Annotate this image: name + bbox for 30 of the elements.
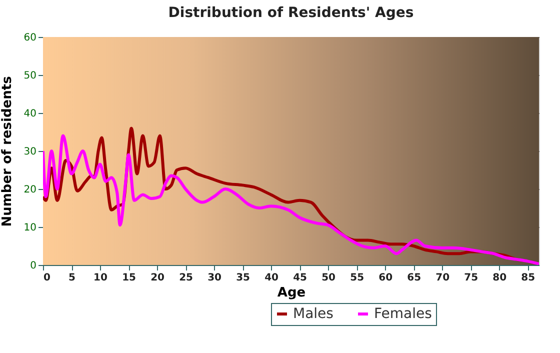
x-tick-label: 80 [492, 272, 507, 284]
x-tick-label: 65 [407, 272, 422, 284]
legend-label: Males [293, 306, 334, 322]
y-axis-title: Number of residents [0, 76, 15, 227]
y-tick-label: 10 [24, 222, 36, 234]
x-tick-label: 30 [208, 272, 222, 284]
y-tick-label: 40 [24, 108, 36, 120]
x-tick-label: 75 [464, 272, 478, 284]
x-tick-label: 20 [150, 272, 165, 284]
y-tick-label: 50 [24, 70, 36, 82]
x-tick-label: 0 [44, 272, 50, 284]
x-tick-label: 60 [378, 272, 393, 284]
y-tick-label: 60 [24, 32, 36, 44]
x-tick-label: 10 [94, 272, 108, 284]
x-tick-label: 40 [264, 272, 279, 284]
x-tick-label: 5 [68, 272, 76, 284]
y-tick-label: 20 [24, 184, 36, 196]
x-tick-label: 25 [179, 272, 194, 284]
x-axis-title: Age [277, 286, 306, 300]
x-tick-label: 35 [236, 272, 250, 284]
legend-label: Females [374, 306, 432, 322]
chart-title: Distribution of Residents' Ages [168, 5, 414, 21]
x-tick-label: 55 [350, 272, 364, 284]
x-tick-label: 45 [293, 272, 308, 284]
y-tick-label: 30 [24, 146, 36, 158]
x-tick-label: 70 [436, 272, 450, 284]
x-tick-label: 50 [322, 272, 336, 284]
x-tick-label: 15 [122, 272, 136, 284]
x-tick-label: 85 [521, 272, 536, 284]
y-tick-label: 0 [30, 260, 36, 272]
